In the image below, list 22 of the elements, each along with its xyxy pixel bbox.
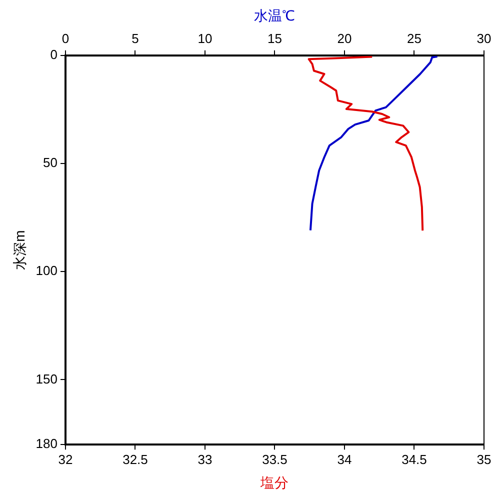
x2-tick-label: 20: [337, 31, 352, 46]
x-tick-label: 33: [198, 452, 212, 467]
x2-tick-label: 5: [132, 31, 139, 46]
x-tick-label: 34: [337, 452, 352, 467]
y-tick-label: 100: [36, 263, 58, 278]
x-tick-label: 33.5: [262, 452, 288, 467]
x2-tick-label: 10: [198, 31, 212, 46]
y-axis-title: 水深m: [11, 230, 28, 270]
x-tick-label: 35: [476, 452, 492, 467]
y-tick-label: 180: [36, 436, 58, 452]
x2-tick-label: 0: [62, 31, 70, 46]
x2-axis-title: 水温℃: [254, 7, 296, 24]
x-tick-label: 32: [58, 452, 73, 467]
x2-tick-label: 30: [476, 31, 492, 46]
x-tick-label: 34.5: [402, 452, 427, 467]
x-tick-label: 32.5: [122, 452, 148, 467]
y-tick-label: 50: [43, 155, 58, 170]
x2-tick-label: 15: [268, 31, 282, 46]
x-axis-title: 塩分: [260, 474, 289, 490]
y-tick-label: 0: [50, 46, 58, 62]
x2-tick-label: 25: [407, 31, 422, 46]
y-tick-label: 150: [36, 371, 58, 386]
